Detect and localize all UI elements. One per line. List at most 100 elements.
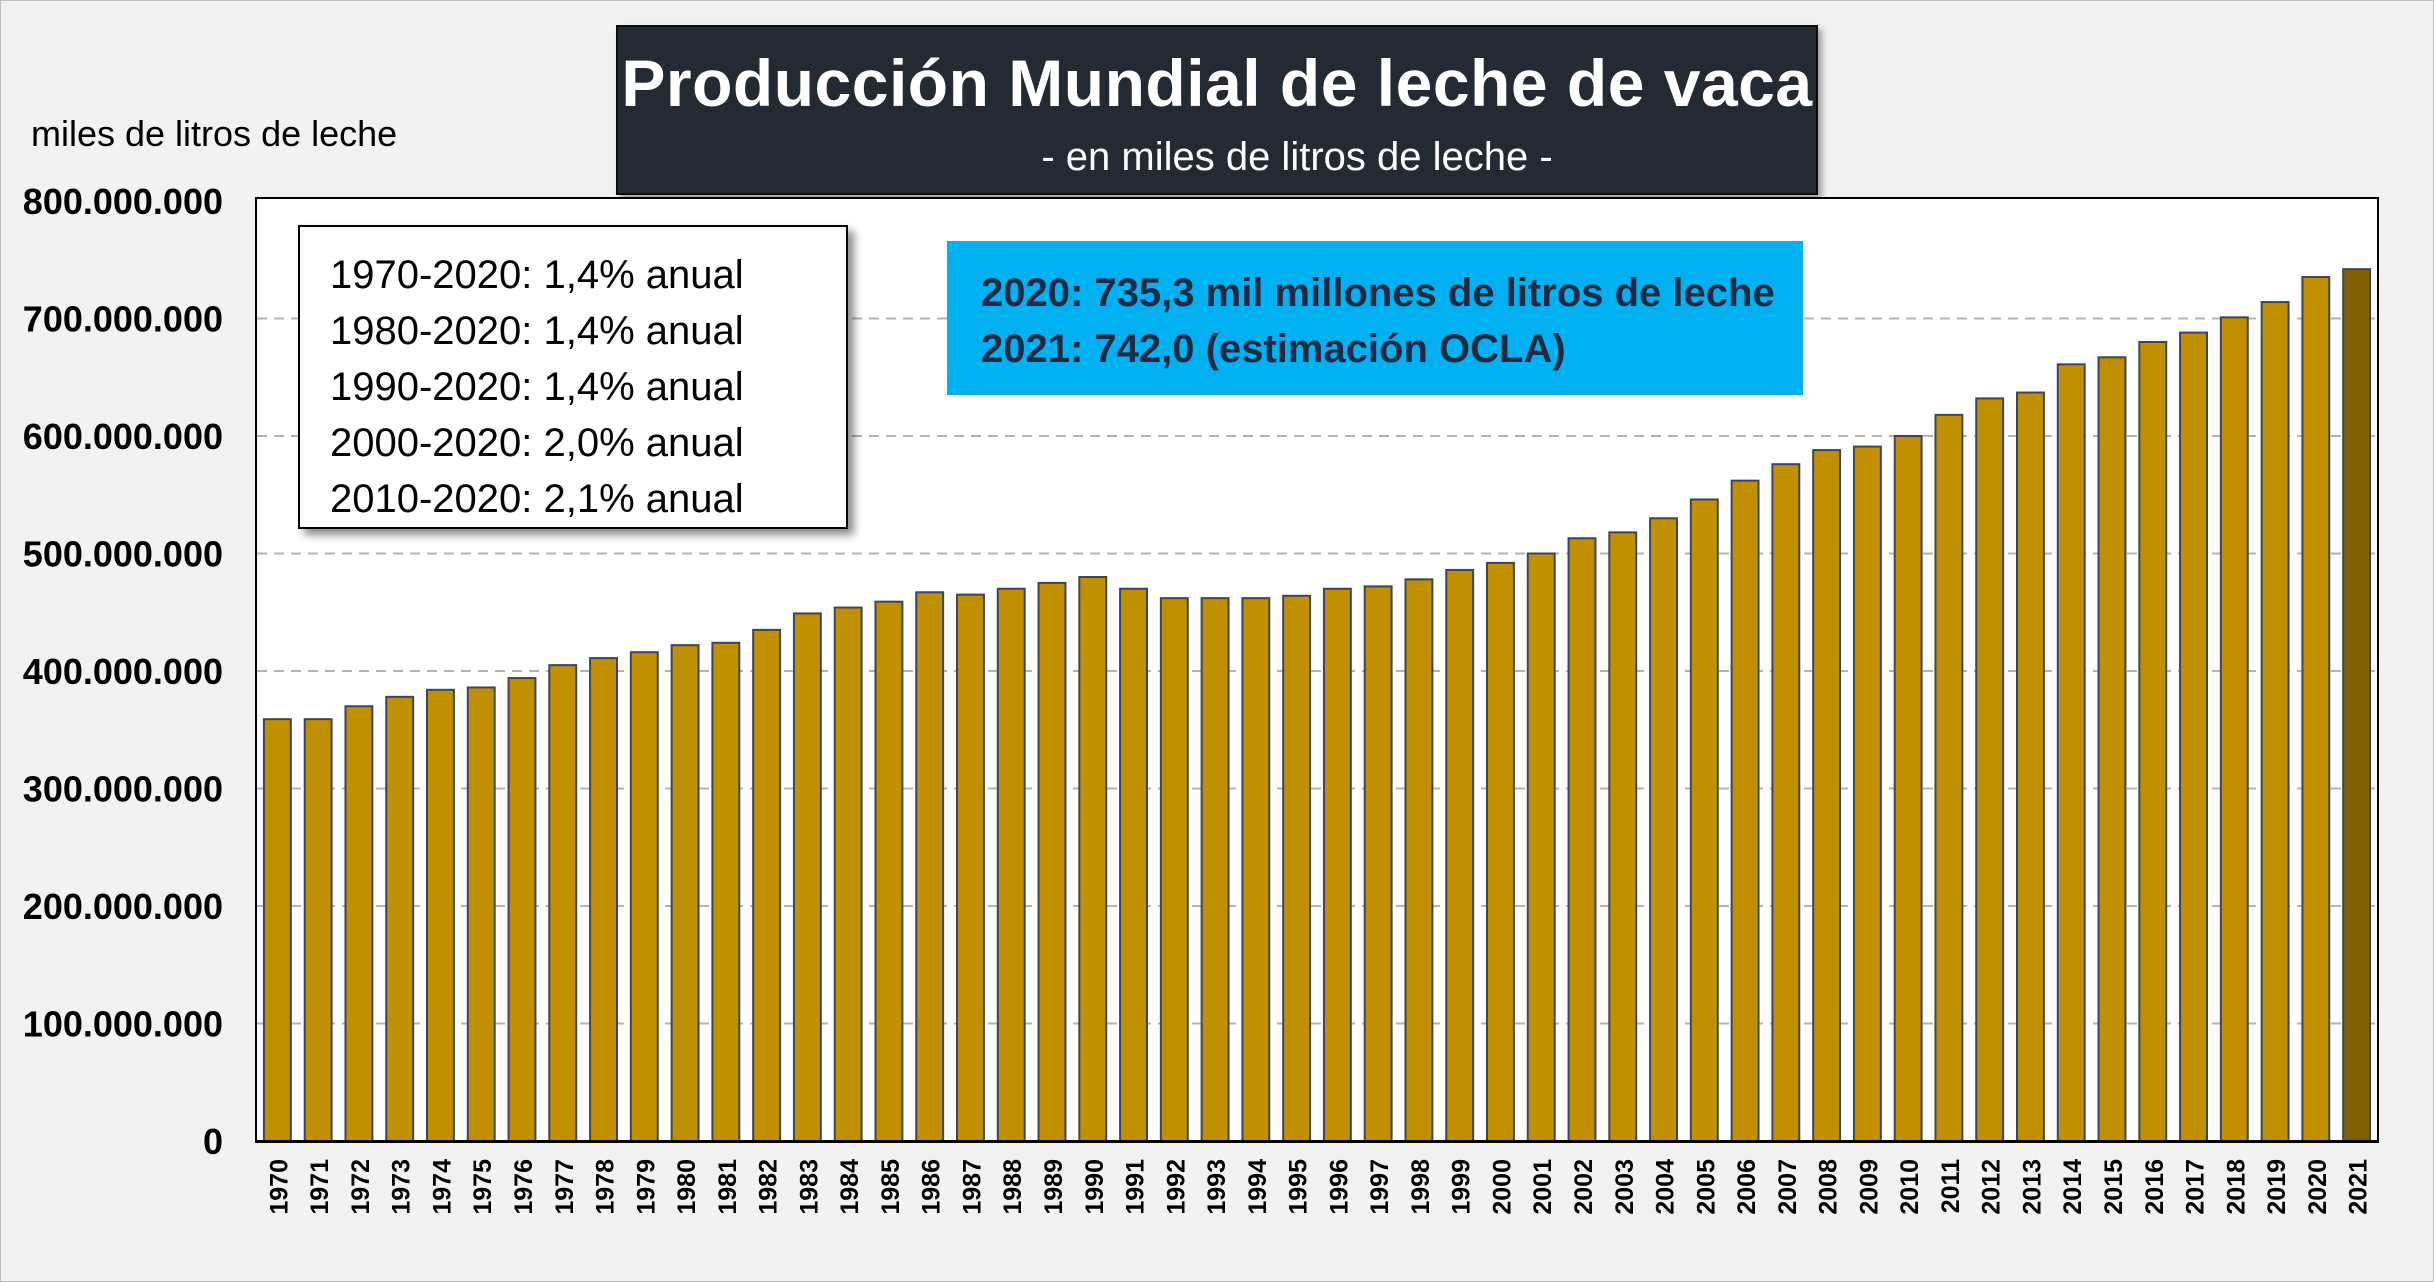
bar-2020: [2301, 276, 2331, 1142]
bar-2021: [2342, 268, 2372, 1142]
growth-rate-line: 2010-2020: 2,1% anual: [330, 477, 744, 521]
bar-2011: [1934, 413, 1964, 1143]
bar-1972: [344, 705, 374, 1142]
bar-1985: [874, 600, 904, 1142]
y-axis-label: miles de litros de leche: [31, 113, 398, 154]
production-info-box: 2020: 735,3 mil millones de litros de le…: [947, 241, 1803, 395]
bar-2006: [1730, 479, 1760, 1142]
bar-2015: [2097, 356, 2127, 1142]
bar-1991: [1119, 587, 1148, 1142]
title-box: Producción Mundial de leche de vaca - en…: [616, 25, 1818, 195]
x-tick-label: 1992: [1162, 1159, 1190, 1215]
x-tick-label: 1982: [755, 1159, 783, 1215]
bar-1970: [262, 718, 292, 1142]
x-tick-label: 2002: [1570, 1159, 1598, 1215]
bar-1973: [385, 695, 415, 1142]
bar-1987: [956, 593, 985, 1142]
bar-2003: [1608, 531, 1638, 1142]
x-tick-label: 2000: [1488, 1159, 1516, 1215]
x-tick-label: 2018: [2222, 1159, 2250, 1215]
x-tick-label: 1977: [551, 1159, 579, 1215]
x-tick-label: 1989: [1040, 1159, 1068, 1215]
bar-1978: [589, 657, 618, 1142]
bar-1992: [1159, 597, 1189, 1142]
info-line-2021: 2021: 742,0 (estimación OCLA): [981, 327, 1566, 371]
growth-rate-line: 1990-2020: 1,4% anual: [330, 365, 744, 409]
x-tick-label: 1978: [592, 1159, 620, 1215]
x-tick-label: 2003: [1611, 1159, 1639, 1215]
x-tick-label: 2005: [1692, 1159, 1720, 1215]
bar-1976: [507, 677, 537, 1142]
growth-rate-line: 2000-2020: 2,0% anual: [330, 421, 744, 465]
bar-2000: [1486, 561, 1515, 1142]
y-tick-label: 300.000.000: [23, 769, 223, 810]
x-tick-label: 1984: [836, 1159, 864, 1215]
x-tick-label: 2019: [2263, 1159, 2291, 1215]
bar-2001: [1526, 552, 1556, 1142]
bar-2009: [1852, 445, 1882, 1142]
bar-2019: [2260, 301, 2290, 1142]
bar-2014: [2056, 363, 2086, 1142]
y-tick-label: 500.000.000: [23, 534, 223, 575]
bar-1982: [752, 628, 782, 1142]
bar-1975: [466, 686, 496, 1142]
bar-1981: [711, 641, 741, 1142]
y-tick-label: 600.000.000: [23, 416, 223, 457]
x-tick-label: 1999: [1448, 1159, 1476, 1215]
x-tick-label: 1981: [714, 1159, 742, 1215]
x-tick-label: 1987: [958, 1159, 986, 1215]
bar-1990: [1078, 576, 1108, 1142]
x-tick-label: 1996: [1325, 1159, 1353, 1215]
chart-title: Producción Mundial de leche de vaca: [621, 46, 1813, 120]
x-tick-label: 1995: [1285, 1159, 1313, 1215]
x-tick-label: 1997: [1366, 1159, 1394, 1215]
x-tick-label: 1983: [795, 1159, 823, 1215]
y-tick-label: 200.000.000: [23, 886, 223, 927]
x-tick-label: 2009: [1855, 1159, 1883, 1215]
x-tick-label: 2012: [1978, 1159, 2006, 1215]
bar-2018: [2219, 316, 2249, 1142]
x-tick-label: 2008: [1815, 1159, 1843, 1215]
bar-2013: [2016, 391, 2045, 1142]
bar-1995: [1282, 594, 1312, 1142]
bar-2012: [1975, 397, 2005, 1142]
bar-1996: [1322, 587, 1352, 1142]
bar-1993: [1200, 597, 1230, 1142]
x-tick-label: 1970: [265, 1159, 293, 1215]
x-tick-label: 2015: [2100, 1159, 2128, 1215]
x-tick-label: 1990: [1081, 1159, 1109, 1215]
bar-2005: [1689, 498, 1719, 1142]
y-tick-label: 400.000.000: [23, 651, 223, 692]
bar-1979: [629, 651, 659, 1142]
bar-1980: [670, 644, 700, 1143]
y-tick-label: 0: [203, 1121, 223, 1162]
x-tick-label: 1979: [632, 1159, 660, 1215]
bar-1989: [1037, 581, 1067, 1142]
chart-subtitle: - en miles de litros de leche -: [1041, 135, 1553, 179]
x-tick-label: 2016: [2141, 1159, 2169, 1215]
bar-1971: [303, 718, 333, 1142]
x-tick-label: 2014: [2059, 1159, 2087, 1215]
bar-1983: [792, 612, 822, 1142]
x-tick-label: 1975: [469, 1159, 497, 1215]
bar-2016: [2138, 341, 2168, 1142]
x-tick-label: 1994: [1244, 1159, 1272, 1215]
bar-1998: [1404, 578, 1434, 1142]
bar-1999: [1445, 568, 1475, 1142]
x-tick-label: 2007: [1774, 1159, 1802, 1215]
x-tick-label: 2017: [2182, 1159, 2210, 1215]
x-tick-label: 2011: [1937, 1159, 1965, 1213]
bar-2007: [1771, 463, 1801, 1142]
growth-rates-box: 1970-2020: 1,4% anual 1980-2020: 1,4% an…: [298, 225, 848, 529]
x-tick-label: 1980: [673, 1159, 701, 1215]
bar-1988: [996, 587, 1026, 1142]
y-tick-label: 700.000.000: [23, 299, 223, 340]
bar-2004: [1649, 517, 1678, 1142]
bar-2017: [2179, 331, 2208, 1143]
x-tick-label: 1973: [388, 1159, 416, 1215]
x-tick-label: 2006: [1733, 1159, 1761, 1215]
bar-1994: [1241, 597, 1271, 1142]
growth-rate-line: 1970-2020: 1,4% anual: [330, 253, 744, 297]
